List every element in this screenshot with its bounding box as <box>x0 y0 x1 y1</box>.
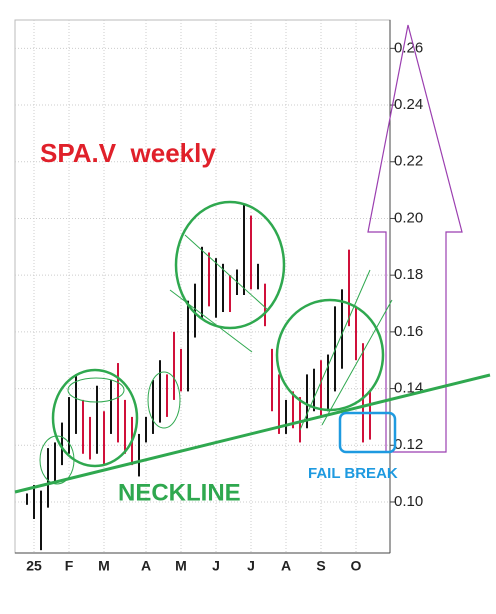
circle <box>174 200 286 330</box>
x-tick-label: F <box>65 558 74 574</box>
x-tick-label: M <box>98 558 110 574</box>
trend-line <box>321 299 393 426</box>
y-tick-label: 0.20 <box>394 209 423 226</box>
fail-box <box>338 411 397 454</box>
y-tick-label: 0.26 <box>394 39 423 56</box>
trend-line <box>169 289 253 353</box>
circle <box>51 368 139 468</box>
x-tick-label: M <box>175 558 187 574</box>
fail-break-label: FAIL BREAK <box>308 465 398 482</box>
y-tick-label: 0.18 <box>394 266 423 283</box>
x-tick-label: J <box>212 558 220 574</box>
y-tick-label: 0.24 <box>394 96 423 113</box>
x-tick-label: 25 <box>26 558 42 574</box>
circle <box>67 377 125 403</box>
trend-line <box>299 269 371 431</box>
y-tick-label: 0.12 <box>394 436 423 453</box>
x-tick-label: J <box>247 558 255 574</box>
neckline <box>14 373 491 494</box>
trend-line <box>184 234 269 311</box>
y-tick-label: 0.22 <box>394 153 423 170</box>
y-tick-label: 0.10 <box>394 493 423 510</box>
x-tick-label: O <box>351 558 362 574</box>
neckline-label: NECKLINE <box>118 479 241 506</box>
x-tick-label: A <box>281 558 291 574</box>
circle <box>147 371 181 429</box>
target-arrow <box>367 24 463 453</box>
x-tick-label: S <box>316 558 325 574</box>
chart-title: SPA.V weekly <box>40 138 216 168</box>
y-tick-label: 0.16 <box>394 323 423 340</box>
x-tick-label: A <box>141 558 151 574</box>
